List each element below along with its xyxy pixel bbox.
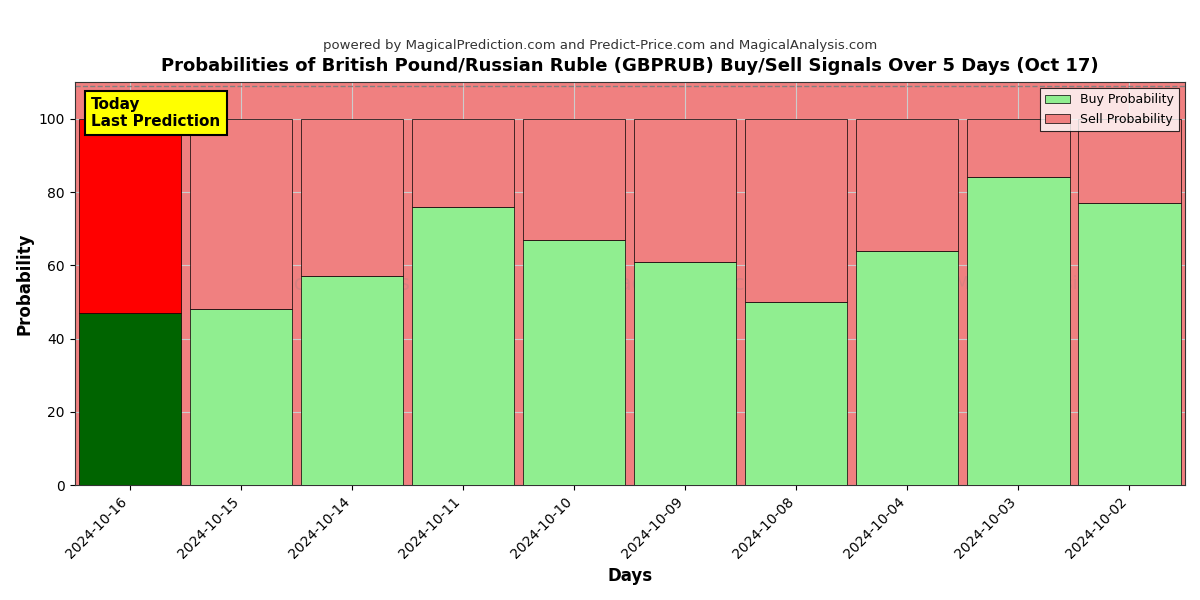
- Bar: [79, 313, 181, 485]
- Bar: [635, 262, 737, 485]
- Bar: [745, 302, 847, 485]
- Text: MagicalAnalysis.com: MagicalAnalysis.com: [954, 275, 1127, 293]
- Bar: [857, 119, 959, 251]
- Y-axis label: Probability: Probability: [16, 232, 34, 335]
- Text: MagicalAnalysis.com: MagicalAnalysis.com: [244, 274, 461, 293]
- Bar: [412, 119, 515, 206]
- Bar: [190, 309, 293, 485]
- Title: Probabilities of British Pound/Russian Ruble (GBPRUB) Buy/Sell Signals Over 5 Da: Probabilities of British Pound/Russian R…: [161, 57, 1099, 75]
- Bar: [1079, 119, 1181, 203]
- Text: powered by MagicalPrediction.com and Predict-Price.com and MagicalAnalysis.com: powered by MagicalPrediction.com and Pre…: [323, 39, 877, 52]
- X-axis label: Days: Days: [607, 567, 653, 585]
- Text: Today
Last Prediction: Today Last Prediction: [91, 97, 221, 129]
- Bar: [967, 119, 1069, 178]
- Bar: [635, 119, 737, 262]
- Bar: [745, 119, 847, 302]
- Bar: [523, 239, 625, 485]
- Text: MagicalPrediction.com: MagicalPrediction.com: [601, 274, 836, 293]
- Bar: [523, 119, 625, 239]
- Bar: [1079, 203, 1181, 485]
- Legend: Buy Probability, Sell Probability: Buy Probability, Sell Probability: [1040, 88, 1178, 131]
- Bar: [190, 119, 293, 309]
- Bar: [301, 119, 403, 277]
- Bar: [79, 119, 181, 313]
- Bar: [967, 178, 1069, 485]
- Bar: [301, 277, 403, 485]
- Bar: [857, 251, 959, 485]
- Bar: [412, 206, 515, 485]
